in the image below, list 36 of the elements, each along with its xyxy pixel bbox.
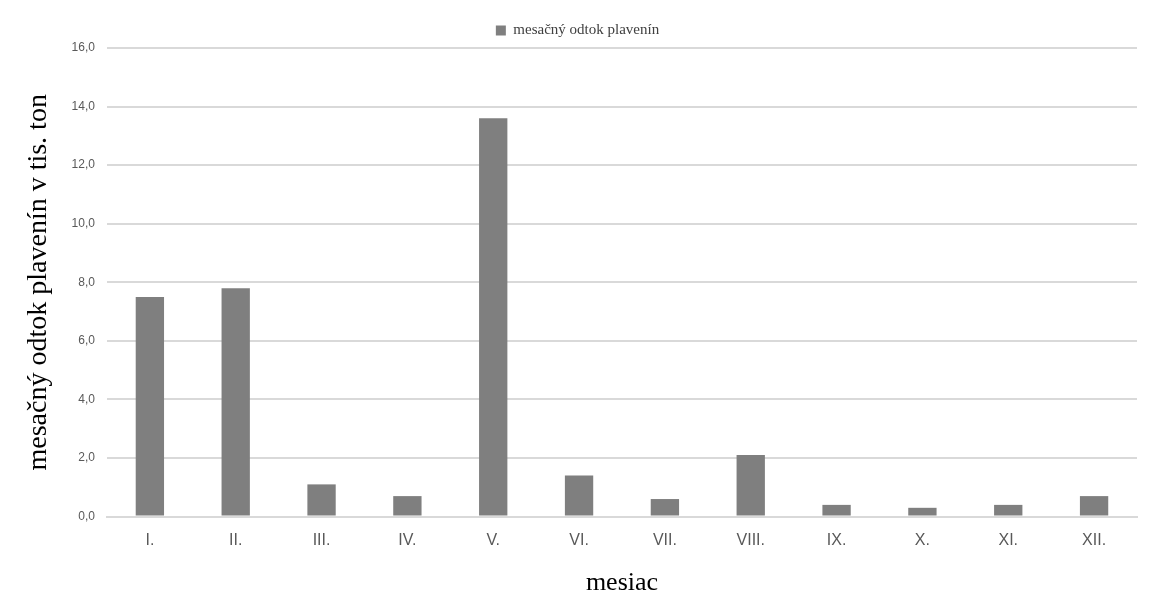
x-tick-label: X. [914, 530, 930, 548]
bar [1079, 496, 1109, 516]
x-tick-label: IX. [826, 530, 847, 548]
y-tick-label: 4,0 [78, 391, 96, 406]
bar [307, 484, 336, 516]
bar [135, 296, 165, 516]
bar [221, 288, 250, 516]
x-tick-label: I. [145, 530, 155, 548]
y-tick-label: 8,0 [78, 274, 96, 289]
y-tick-label: 2,0 [78, 450, 96, 465]
x-tick-label: V. [486, 530, 501, 548]
x-axis-title: mesiac [585, 567, 659, 597]
x-tick-label: XI. [998, 530, 1019, 548]
y-tick-label: 12,0 [71, 157, 96, 172]
y-tick-label: 6,0 [78, 333, 96, 348]
bar [479, 118, 508, 516]
x-tick-label: II. [229, 530, 243, 548]
x-tick-label: III. [312, 530, 331, 548]
bar [393, 496, 422, 516]
x-tick-label: VIII. [736, 530, 765, 548]
bar [994, 504, 1023, 516]
x-tick-label: VI. [569, 530, 589, 548]
legend-label: mesačný odtok plavenín [513, 21, 660, 38]
y-tick-label: 10,0 [71, 216, 96, 231]
bar [564, 475, 594, 516]
x-tick-label: VII. [652, 530, 677, 548]
bar [650, 499, 680, 516]
y-axis-title: mesačný odtok plavenín v tis. ton [21, 94, 53, 471]
x-tick-label: IV. [398, 530, 417, 548]
bar [822, 504, 851, 516]
y-tick-label: 16,0 [71, 40, 96, 55]
y-tick-label: 0,0 [78, 508, 96, 523]
y-tick-label: 14,0 [71, 98, 96, 113]
bar [908, 507, 937, 516]
x-tick-label: XII. [1082, 530, 1107, 548]
bar [736, 455, 765, 516]
